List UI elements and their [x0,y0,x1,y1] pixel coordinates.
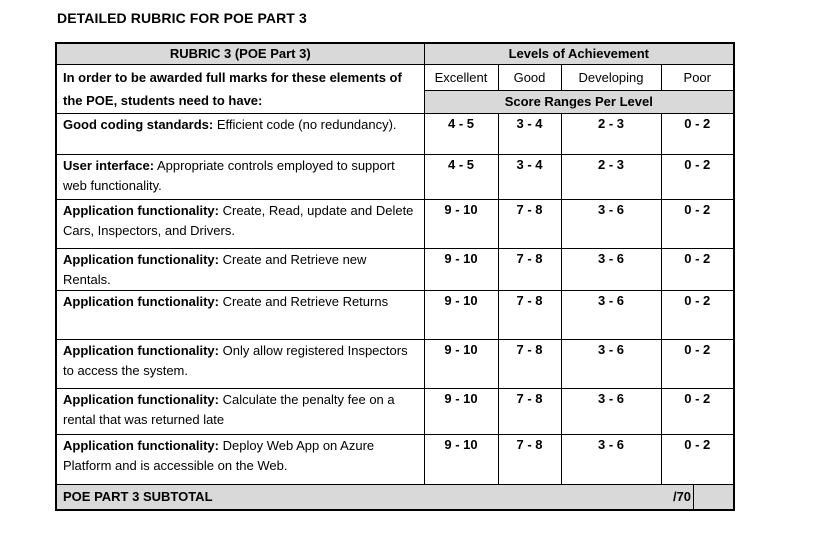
score-cell-excellent: 9 - 10 [423,338,499,389]
score-cell-excellent: 4 - 5 [423,112,499,155]
subtotal-cell: POE PART 3 SUBTOTAL /70 [55,483,735,510]
criterion-description: Efficient code (no redundancy). [213,116,397,132]
level-column-developing: Developing [560,63,662,91]
rubric-table: RUBRIC 3 (POE Part 3) Levels of Achievem… [55,42,736,511]
level-column-excellent: Excellent [423,63,499,91]
score-cell-excellent: 9 - 10 [423,289,499,340]
level-names-row: In order to be awarded full marks for th… [55,63,735,114]
criterion-cell: User interface: Appropriate controls emp… [55,153,425,200]
score-cell-good: 7 - 8 [497,387,562,435]
criterion-cell: Application functionality: Create and Re… [55,289,425,340]
rubric-criterion-row: Application functionality: Create and Re… [55,289,735,340]
score-cell-developing: 3 - 6 [560,387,662,435]
score-cell-poor: 0 - 2 [660,112,735,155]
criterion-bold-label: Application functionality: [63,251,219,267]
score-cell-developing: 3 - 6 [560,247,662,291]
subtotal-value: /70 [672,489,692,504]
subtotal-label: POE PART 3 SUBTOTAL [63,489,213,504]
score-cell-developing: 3 - 6 [560,338,662,389]
score-cell-developing: 2 - 3 [560,112,662,155]
criterion-description: Appropriate controls employed to support… [63,157,395,193]
rubric-title-cell: RUBRIC 3 (POE Part 3) [55,42,425,65]
score-cell-poor: 0 - 2 [660,198,735,249]
criterion-description: Create and Retrieve Returns [219,293,389,309]
score-cell-excellent: 9 - 10 [423,247,499,291]
subtotal-score-box [693,484,733,509]
criterion-bold-label: Application functionality: [63,342,219,358]
rubric-criterion-row: Good coding standards: Efficient code (n… [55,112,735,155]
score-cell-developing: 2 - 3 [560,153,662,200]
rubric-criterion-row: Application functionality: Deploy Web Ap… [55,433,735,485]
score-cell-developing: 3 - 6 [560,198,662,249]
rubric-criterion-row: Application functionality: Create and Re… [55,247,735,291]
score-cell-poor: 0 - 2 [660,247,735,291]
rubric-criterion-row: Application functionality: Create, Read,… [55,198,735,249]
score-cell-developing: 3 - 6 [560,289,662,340]
criterion-bold-label: User interface: [63,157,155,173]
page-title: DETAILED RUBRIC FOR POE PART 3 [57,10,307,26]
score-cell-poor: 0 - 2 [660,153,735,200]
rubric-criterion-row: Application functionality: Calculate the… [55,387,735,435]
rubric-criterion-row: User interface: Appropriate controls emp… [55,153,735,200]
score-cell-good: 3 - 4 [497,153,562,200]
score-cell-excellent: 9 - 10 [423,198,499,249]
criterion-bold-label: Application functionality: [63,391,219,407]
score-cell-excellent: 9 - 10 [423,387,499,435]
score-cell-developing: 3 - 6 [560,433,662,485]
score-cell-good: 7 - 8 [497,433,562,485]
criterion-cell: Application functionality: Only allow re… [55,338,425,389]
criterion-description: Create and Retrieve new Rentals. [63,251,367,287]
criterion-bold-label: Application functionality: [63,437,219,453]
score-cell-poor: 0 - 2 [660,338,735,389]
criterion-cell: Application functionality: Deploy Web Ap… [55,433,425,485]
score-cell-excellent: 4 - 5 [423,153,499,200]
criterion-bold-label: Application functionality: [63,202,219,218]
criterion-cell: Application functionality: Create and Re… [55,247,425,291]
criteria-intro-cell: In order to be awarded full marks for th… [55,63,425,114]
criterion-description: Calculate the penalty fee on a rental th… [63,391,395,427]
rubric-criterion-row: Application functionality: Only allow re… [55,338,735,389]
level-column-good: Good [497,63,562,91]
rubric-table-header: RUBRIC 3 (POE Part 3) Levels of Achievem… [55,42,735,114]
score-cell-poor: 0 - 2 [660,387,735,435]
score-cell-poor: 0 - 2 [660,289,735,340]
criterion-cell: Application functionality: Calculate the… [55,387,425,435]
levels-of-achievement-cell: Levels of Achievement [423,42,735,65]
level-column-poor: Poor [660,63,735,91]
subtotal-row: POE PART 3 SUBTOTAL /70 [55,483,735,510]
score-ranges-title-cell: Score Ranges Per Level [423,89,735,114]
score-cell-good: 7 - 8 [497,338,562,389]
criterion-description: Create, Read, update and Delete Cars, In… [63,202,414,238]
rubric-criteria-rows: Good coding standards: Efficient code (n… [55,112,735,485]
score-cell-excellent: 9 - 10 [423,433,499,485]
score-ranges-row: Score Ranges Per Level [56,89,735,114]
criterion-cell: Application functionality: Create, Read,… [55,198,425,249]
score-cell-good: 7 - 8 [497,198,562,249]
score-cell-good: 7 - 8 [497,247,562,291]
criterion-description: Deploy Web App on Azure Platform and is … [63,437,375,473]
criterion-description: Only allow registered Inspectors to acce… [63,342,408,378]
criterion-bold-label: Good coding standards: [63,116,214,132]
score-cell-poor: 0 - 2 [660,433,735,485]
criterion-cell: Good coding standards: Efficient code (n… [55,112,425,155]
score-cell-good: 3 - 4 [497,112,562,155]
rubric-table-footer: POE PART 3 SUBTOTAL /70 [55,483,735,510]
criterion-bold-label: Application functionality: [63,293,219,309]
score-cell-good: 7 - 8 [497,289,562,340]
header-row: RUBRIC 3 (POE Part 3) Levels of Achievem… [55,42,735,65]
